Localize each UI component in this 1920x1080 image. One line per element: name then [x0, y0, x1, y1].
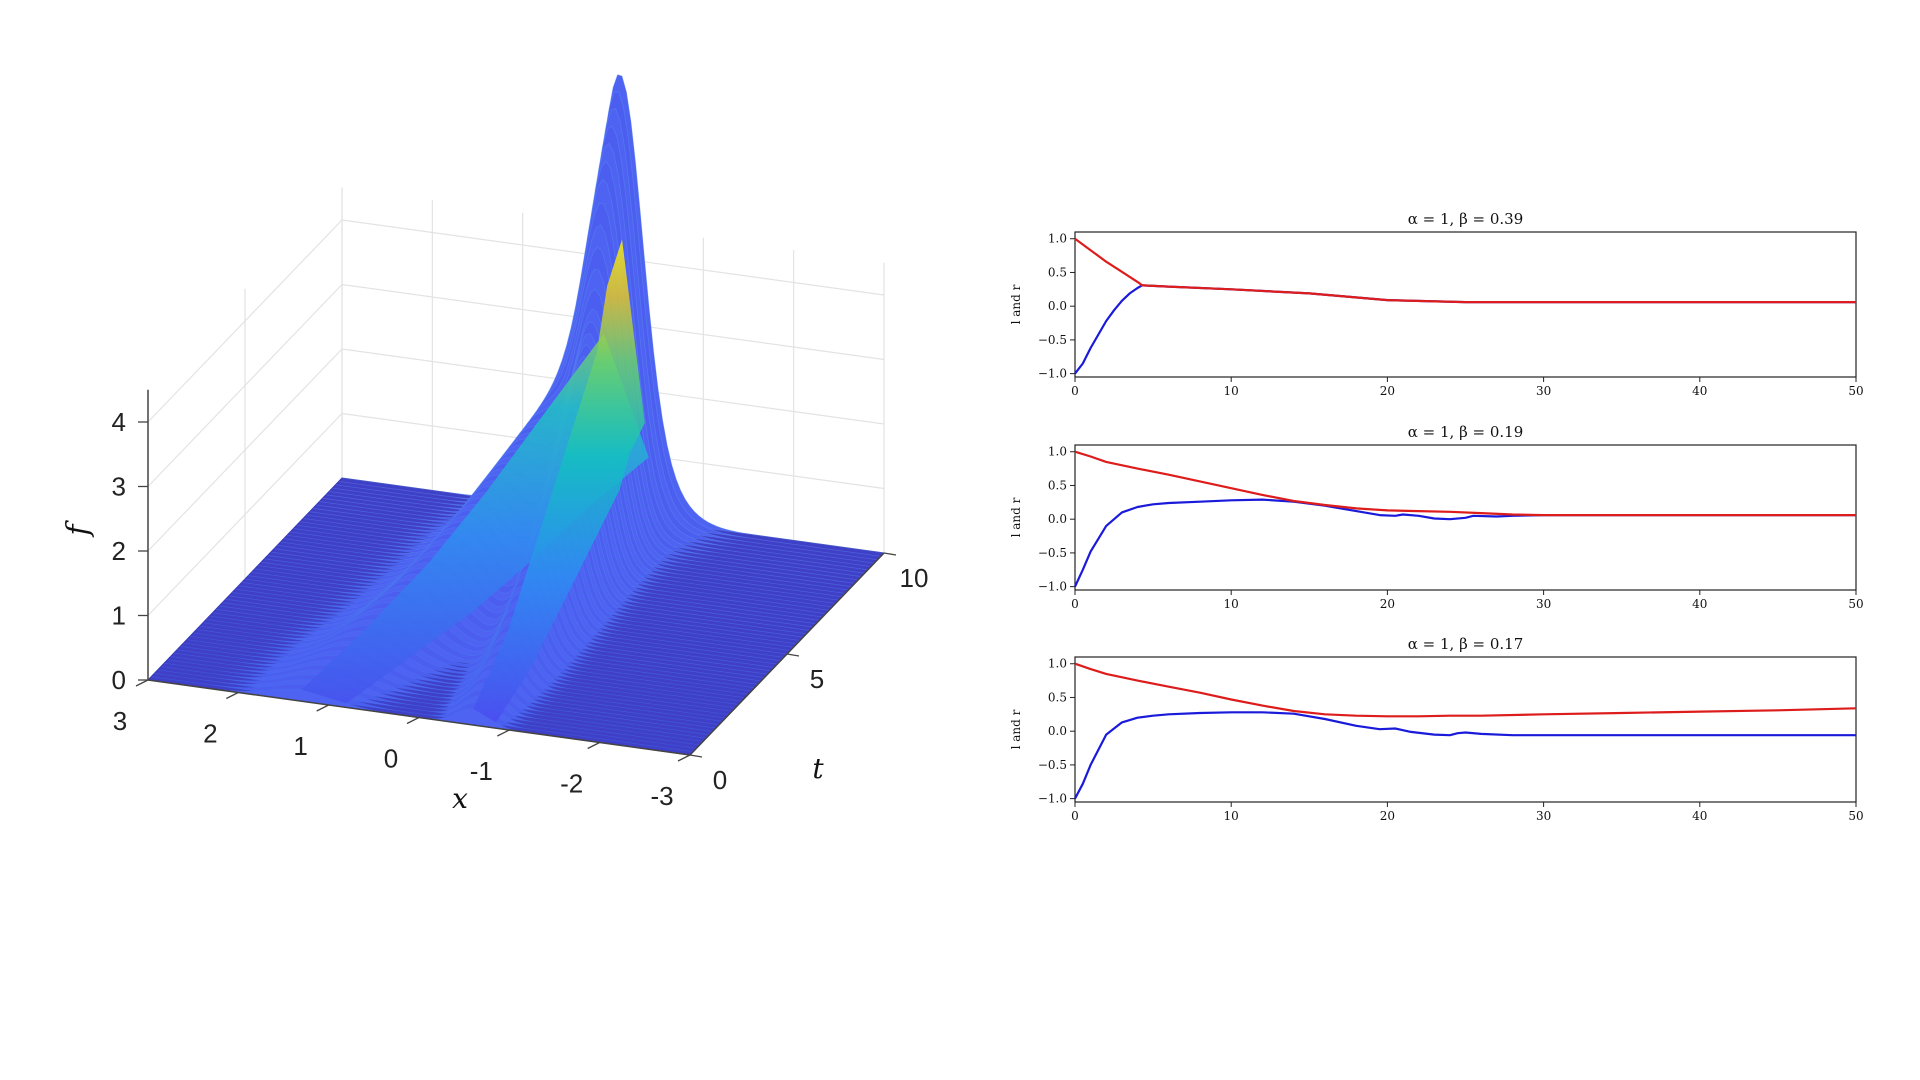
x-tick-label: -1 [470, 756, 493, 786]
x-tick-label: 50 [1848, 384, 1863, 398]
x-tick-label: 50 [1848, 809, 1863, 823]
x-tick-mark [316, 704, 329, 712]
surface-slice [235, 514, 778, 665]
t-tick-mark [883, 552, 897, 556]
panel-title: α = 1, β = 0.39 [1408, 210, 1524, 228]
surface-slice [241, 497, 784, 658]
y-tick-label: 0.0 [1048, 724, 1067, 738]
surface-slice [209, 577, 752, 692]
y-tick-label: 1.0 [1048, 445, 1067, 459]
x-tick-label: 10 [1224, 384, 1239, 398]
y-tick-label: 1.0 [1048, 657, 1067, 671]
x-tick-label: 1 [293, 731, 307, 761]
y-tick-label: −0.5 [1038, 758, 1067, 772]
x-tick-label: 30 [1536, 809, 1551, 823]
surface-slice [212, 570, 755, 689]
y-tick-label: −1.0 [1038, 367, 1067, 381]
t-tick-label: 10 [900, 563, 929, 593]
t-tick-mark [689, 754, 703, 758]
t-tick-label: 0 [713, 765, 727, 795]
y-axis-label: l and r [1009, 497, 1023, 537]
x-tick-label: -2 [560, 769, 583, 799]
line-chart-panel-3: α = 1, β = 0.17 1.0 0.5 0.0 −0.5 −1.0 0 10 20 30 4… [1009, 635, 1864, 823]
x-tick-mark [587, 741, 600, 750]
line-chart-panel-2: α = 1, β = 0.19 1.0 0.5 0.0 −0.5 −1.0 0 10 20 30 4… [1009, 423, 1864, 611]
surface-slice [219, 554, 762, 682]
x-tick-mark [677, 754, 691, 762]
x-tick-label: 20 [1380, 597, 1395, 611]
y-tick-label: 0.5 [1048, 478, 1067, 492]
panel-title: α = 1, β = 0.19 [1408, 423, 1524, 441]
t-tick-mark [786, 653, 800, 657]
x-tick-label: 2 [203, 719, 217, 749]
y-tick-label: 1.0 [1048, 232, 1067, 246]
x-tick-label: 0 [1071, 597, 1079, 611]
plot-frame [1074, 231, 1857, 378]
x-tick-label: 30 [1536, 597, 1551, 611]
series-line-2 [1074, 450, 1856, 517]
x-tick-label: 40 [1692, 384, 1707, 398]
f-axis-label: f [61, 520, 96, 538]
surface-slice [228, 530, 771, 672]
f-tick-label: 0 [112, 665, 126, 695]
x-tick-mark [226, 691, 239, 700]
surface-slice [196, 608, 739, 705]
surface-body [146, 74, 886, 756]
y-axis-label: l and r [1009, 709, 1023, 749]
f-tick-label: 4 [112, 407, 126, 437]
t-axis-label: t [812, 752, 824, 785]
x-tick-mark [406, 716, 420, 725]
y-tick-label: −1.0 [1038, 580, 1067, 594]
y-tick-label: 0.0 [1048, 512, 1067, 526]
x-tick-label: -3 [650, 781, 673, 811]
series-line-1 [1074, 711, 1856, 800]
x-tick-label: 50 [1848, 597, 1863, 611]
x-tick-label: 10 [1224, 597, 1239, 611]
y-tick-label: 0.5 [1048, 690, 1067, 704]
y-tick-label: −1.0 [1038, 792, 1067, 806]
y-tick-label: 0.0 [1048, 299, 1067, 313]
surface-ridge-2 [473, 239, 645, 723]
surface-slice [222, 545, 765, 678]
x-tick-label: 0 [1071, 384, 1079, 398]
surface-slice [232, 522, 775, 668]
surface-ridge-1 [301, 333, 649, 704]
surface-slice [225, 538, 768, 675]
x-tick-label: 20 [1380, 384, 1395, 398]
x-tick-mark [135, 679, 149, 687]
f-tick-label: 1 [112, 601, 126, 631]
x-tick-label: 0 [1071, 809, 1079, 823]
surface-slice [205, 585, 749, 695]
surface-slice [199, 600, 742, 702]
t-tick-label: 5 [810, 664, 824, 694]
series-line-1 [1074, 498, 1856, 588]
y-tick-label: −0.5 [1038, 546, 1067, 560]
x-tick-label: 40 [1692, 597, 1707, 611]
x-tick-label: 3 [113, 706, 127, 736]
x-tick-label: 0 [384, 744, 398, 774]
x-tick-label: 20 [1380, 809, 1395, 823]
surface-slice [215, 562, 758, 685]
x-tick-label: 40 [1692, 809, 1707, 823]
f-tick-label: 2 [112, 536, 126, 566]
y-tick-label: −0.5 [1038, 333, 1067, 347]
line-charts: α = 1, β = 0.39 1.0 0.5 0.0 −0.5 −1.0 0 10 20 30 4… [1009, 210, 1864, 823]
y-axis-label: l and r [1009, 284, 1023, 324]
x-tick-label: 30 [1536, 384, 1551, 398]
y-tick-label: 0.5 [1048, 265, 1067, 279]
line-chart-panel-1: α = 1, β = 0.39 1.0 0.5 0.0 −0.5 −1.0 0 10 20 30 4… [1009, 210, 1864, 398]
x-axis-label: x [452, 782, 468, 815]
x-tick-label: 10 [1224, 809, 1239, 823]
surface-slice [202, 592, 746, 699]
series-line-2 [1074, 237, 1856, 304]
plot-frame [1074, 656, 1857, 803]
series-line-2 [1074, 662, 1857, 718]
surface-slice [244, 489, 788, 655]
panel-title: α = 1, β = 0.17 [1408, 635, 1524, 653]
f-tick-label: 3 [112, 472, 126, 502]
x-tick-mark [497, 729, 510, 737]
surface-slice [238, 505, 781, 662]
